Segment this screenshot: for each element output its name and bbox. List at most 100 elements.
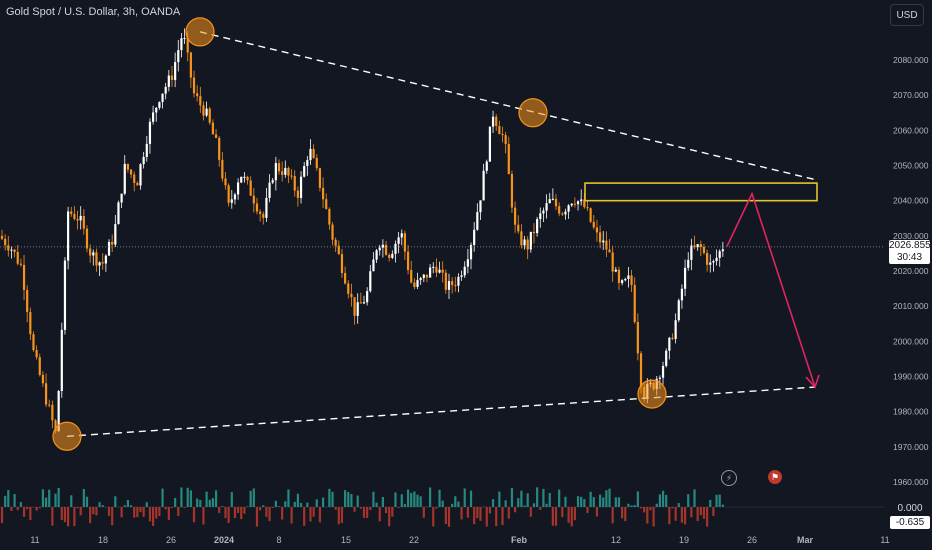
- candle-body: [473, 229, 476, 246]
- oscillator-bar: [384, 507, 388, 514]
- oscillator-bar: [54, 493, 57, 507]
- oscillator-bar: [665, 494, 668, 507]
- oscillator-bar: [630, 505, 633, 507]
- candle-body: [170, 75, 174, 80]
- candle-body: [208, 108, 211, 123]
- candle-body: [10, 249, 13, 251]
- candle-body: [375, 250, 378, 260]
- candle-body: [712, 261, 715, 263]
- candle-body: [142, 156, 145, 165]
- candle-body: [630, 275, 633, 285]
- currency-button[interactable]: USD: [890, 4, 924, 26]
- candle-body: [491, 116, 495, 127]
- current-price-value: 2026.855: [889, 240, 931, 251]
- candle-body: [344, 272, 347, 284]
- lower-trendline: [66, 386, 816, 437]
- candle-body: [366, 291, 369, 303]
- candle-body: [268, 182, 271, 198]
- oscillator-bar: [111, 507, 114, 526]
- oscillator-bar: [236, 507, 240, 513]
- candle-body: [0, 235, 4, 239]
- candle-body: [183, 38, 186, 40]
- candle-body: [13, 249, 16, 252]
- oscillator-bar: [589, 491, 592, 507]
- candle-body: [378, 247, 381, 251]
- candle-body: [570, 203, 573, 206]
- oscillator-bar: [321, 497, 325, 507]
- candle-body: [337, 245, 340, 255]
- candle-body: [76, 218, 79, 221]
- y-tick-label: 2030.000: [893, 231, 929, 241]
- oscillator-bar: [284, 501, 287, 507]
- candle-body: [388, 254, 391, 258]
- oscillator-bar: [309, 507, 312, 522]
- oscillator-bar: [67, 507, 70, 527]
- candle-body: [111, 241, 114, 245]
- oscillator-bar: [353, 507, 356, 512]
- oscillator-bar: [120, 507, 123, 518]
- candle-body: [605, 240, 608, 250]
- candle-body: [617, 269, 621, 284]
- candle-body: [706, 252, 709, 265]
- oscillator-bar: [457, 501, 460, 507]
- candle-body: [485, 161, 488, 171]
- x-tick-label: 11: [30, 535, 39, 545]
- x-tick-label: Feb: [511, 535, 528, 545]
- candle-body: [687, 259, 690, 268]
- oscillator-bar: [287, 489, 290, 507]
- candle-body: [299, 176, 303, 198]
- oscillator-zero-label: 0.000: [897, 503, 923, 514]
- candle-body: [303, 166, 306, 177]
- oscillator-bar: [633, 505, 636, 507]
- oscillator-bar: [13, 494, 16, 507]
- oscillator-bar: [677, 503, 680, 507]
- candle-body: [218, 137, 221, 160]
- x-tick-label: 19: [679, 535, 689, 545]
- oscillator-bar: [114, 496, 117, 507]
- flag-icon[interactable]: ⚑: [768, 470, 782, 484]
- oscillator-bar: [167, 507, 170, 520]
- candle-body: [447, 281, 451, 290]
- oscillator-bar: [687, 494, 690, 507]
- oscillator-bar: [359, 507, 362, 509]
- candle-body: [85, 228, 89, 249]
- y-tick-label: 2000.000: [893, 336, 929, 346]
- oscillator-bar: [523, 505, 526, 507]
- candle-body: [350, 293, 353, 298]
- candle-body: [202, 105, 205, 116]
- candle-body: [136, 182, 139, 186]
- candle-body: [243, 176, 246, 178]
- candle-body: [211, 122, 215, 135]
- oscillator-bar: [624, 507, 627, 522]
- candle-body: [325, 199, 328, 209]
- x-tick-label: 11: [880, 535, 889, 545]
- oscillator-bar: [252, 488, 255, 507]
- oscillator-bar: [513, 507, 517, 513]
- candle-body: [79, 215, 82, 221]
- candle-body: [312, 148, 315, 158]
- y-tick-label: 2040.000: [893, 196, 929, 206]
- candle-body: [22, 264, 26, 290]
- oscillator-bar: [469, 490, 473, 507]
- oscillator-bar: [504, 500, 507, 507]
- oscillator-bar: [564, 496, 567, 507]
- oscillator-bar: [340, 507, 344, 523]
- oscillator-bar: [463, 488, 466, 507]
- candle-body: [683, 267, 687, 289]
- oscillator-bar: [419, 496, 422, 507]
- oscillator-bar: [255, 507, 259, 527]
- candle-body: [391, 253, 394, 258]
- candle-body: [174, 62, 177, 80]
- lightning-icon[interactable]: ⚡︎: [721, 470, 737, 486]
- oscillator-bar: [211, 498, 215, 507]
- oscillator-bar: [671, 507, 674, 509]
- candle-body: [290, 175, 293, 177]
- oscillator-bar: [101, 505, 104, 507]
- candle-body: [513, 207, 517, 225]
- candle-body: [410, 270, 413, 283]
- candle-body: [259, 211, 262, 214]
- oscillator-bar: [394, 492, 397, 507]
- candle-body: [457, 276, 460, 286]
